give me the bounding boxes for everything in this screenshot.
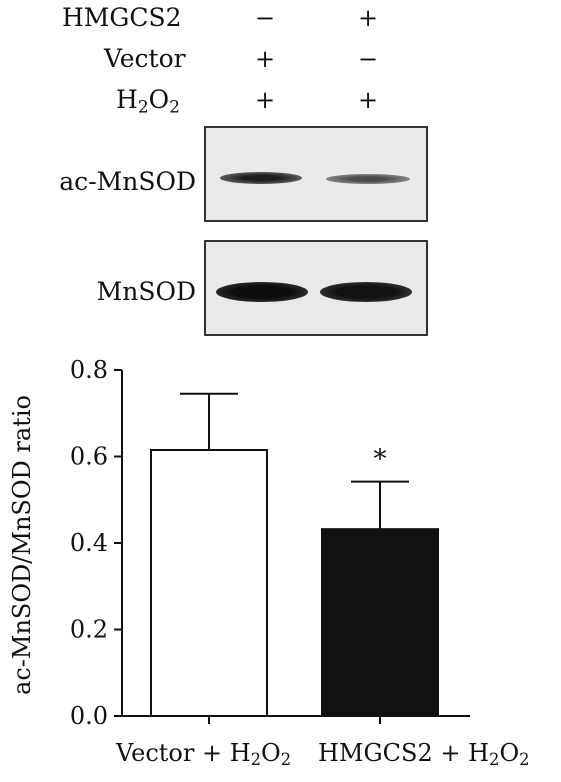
condition-sign-vector-lane1: + [254,45,276,73]
condition-sign-vector-lane2: − [357,45,379,73]
condition-sign-hmgcs2-lane1: − [254,4,276,32]
blot-band-mnsod-lane2 [320,282,412,302]
bar-1 [150,449,268,717]
x-tick-label-vector: Vector + H2O2 [116,739,292,770]
blot-band-mnsod-lane1 [216,282,308,302]
blot-panel-mnsod [204,240,428,336]
y-tick-label: 0.2 [70,616,108,644]
condition-label-h2o2: H2O2 [116,85,180,118]
blot-panel-ac-mnsod [204,126,428,222]
bar-2 [321,528,439,717]
x-tick-label-hmgcs2: HMGCS2 + H2O2 [318,739,530,770]
condition-sign-hmgcs2-lane2: + [357,4,379,32]
significance-marker: * [374,445,387,475]
y-tick-label: 0.6 [70,443,108,471]
y-tick-label: 0.0 [70,702,108,730]
condition-sign-h2o2-lane1: + [254,86,276,114]
blot-band-ac-mnsod-lane1 [220,172,302,184]
y-axis-label: ac-MnSOD/MnSOD ratio [8,395,36,695]
condition-label-vector: Vector [104,44,186,73]
y-tick-label: 0.4 [70,529,108,557]
y-tick-label: 0.8 [70,356,108,384]
condition-label-hmgcs2: HMGCS2 [62,3,182,32]
blot-label-mnsod: MnSOD [96,277,196,306]
blot-label-ac-mnsod: ac-MnSOD [59,167,196,196]
condition-sign-h2o2-lane2: + [357,86,379,114]
blot-band-ac-mnsod-lane2 [326,174,410,184]
